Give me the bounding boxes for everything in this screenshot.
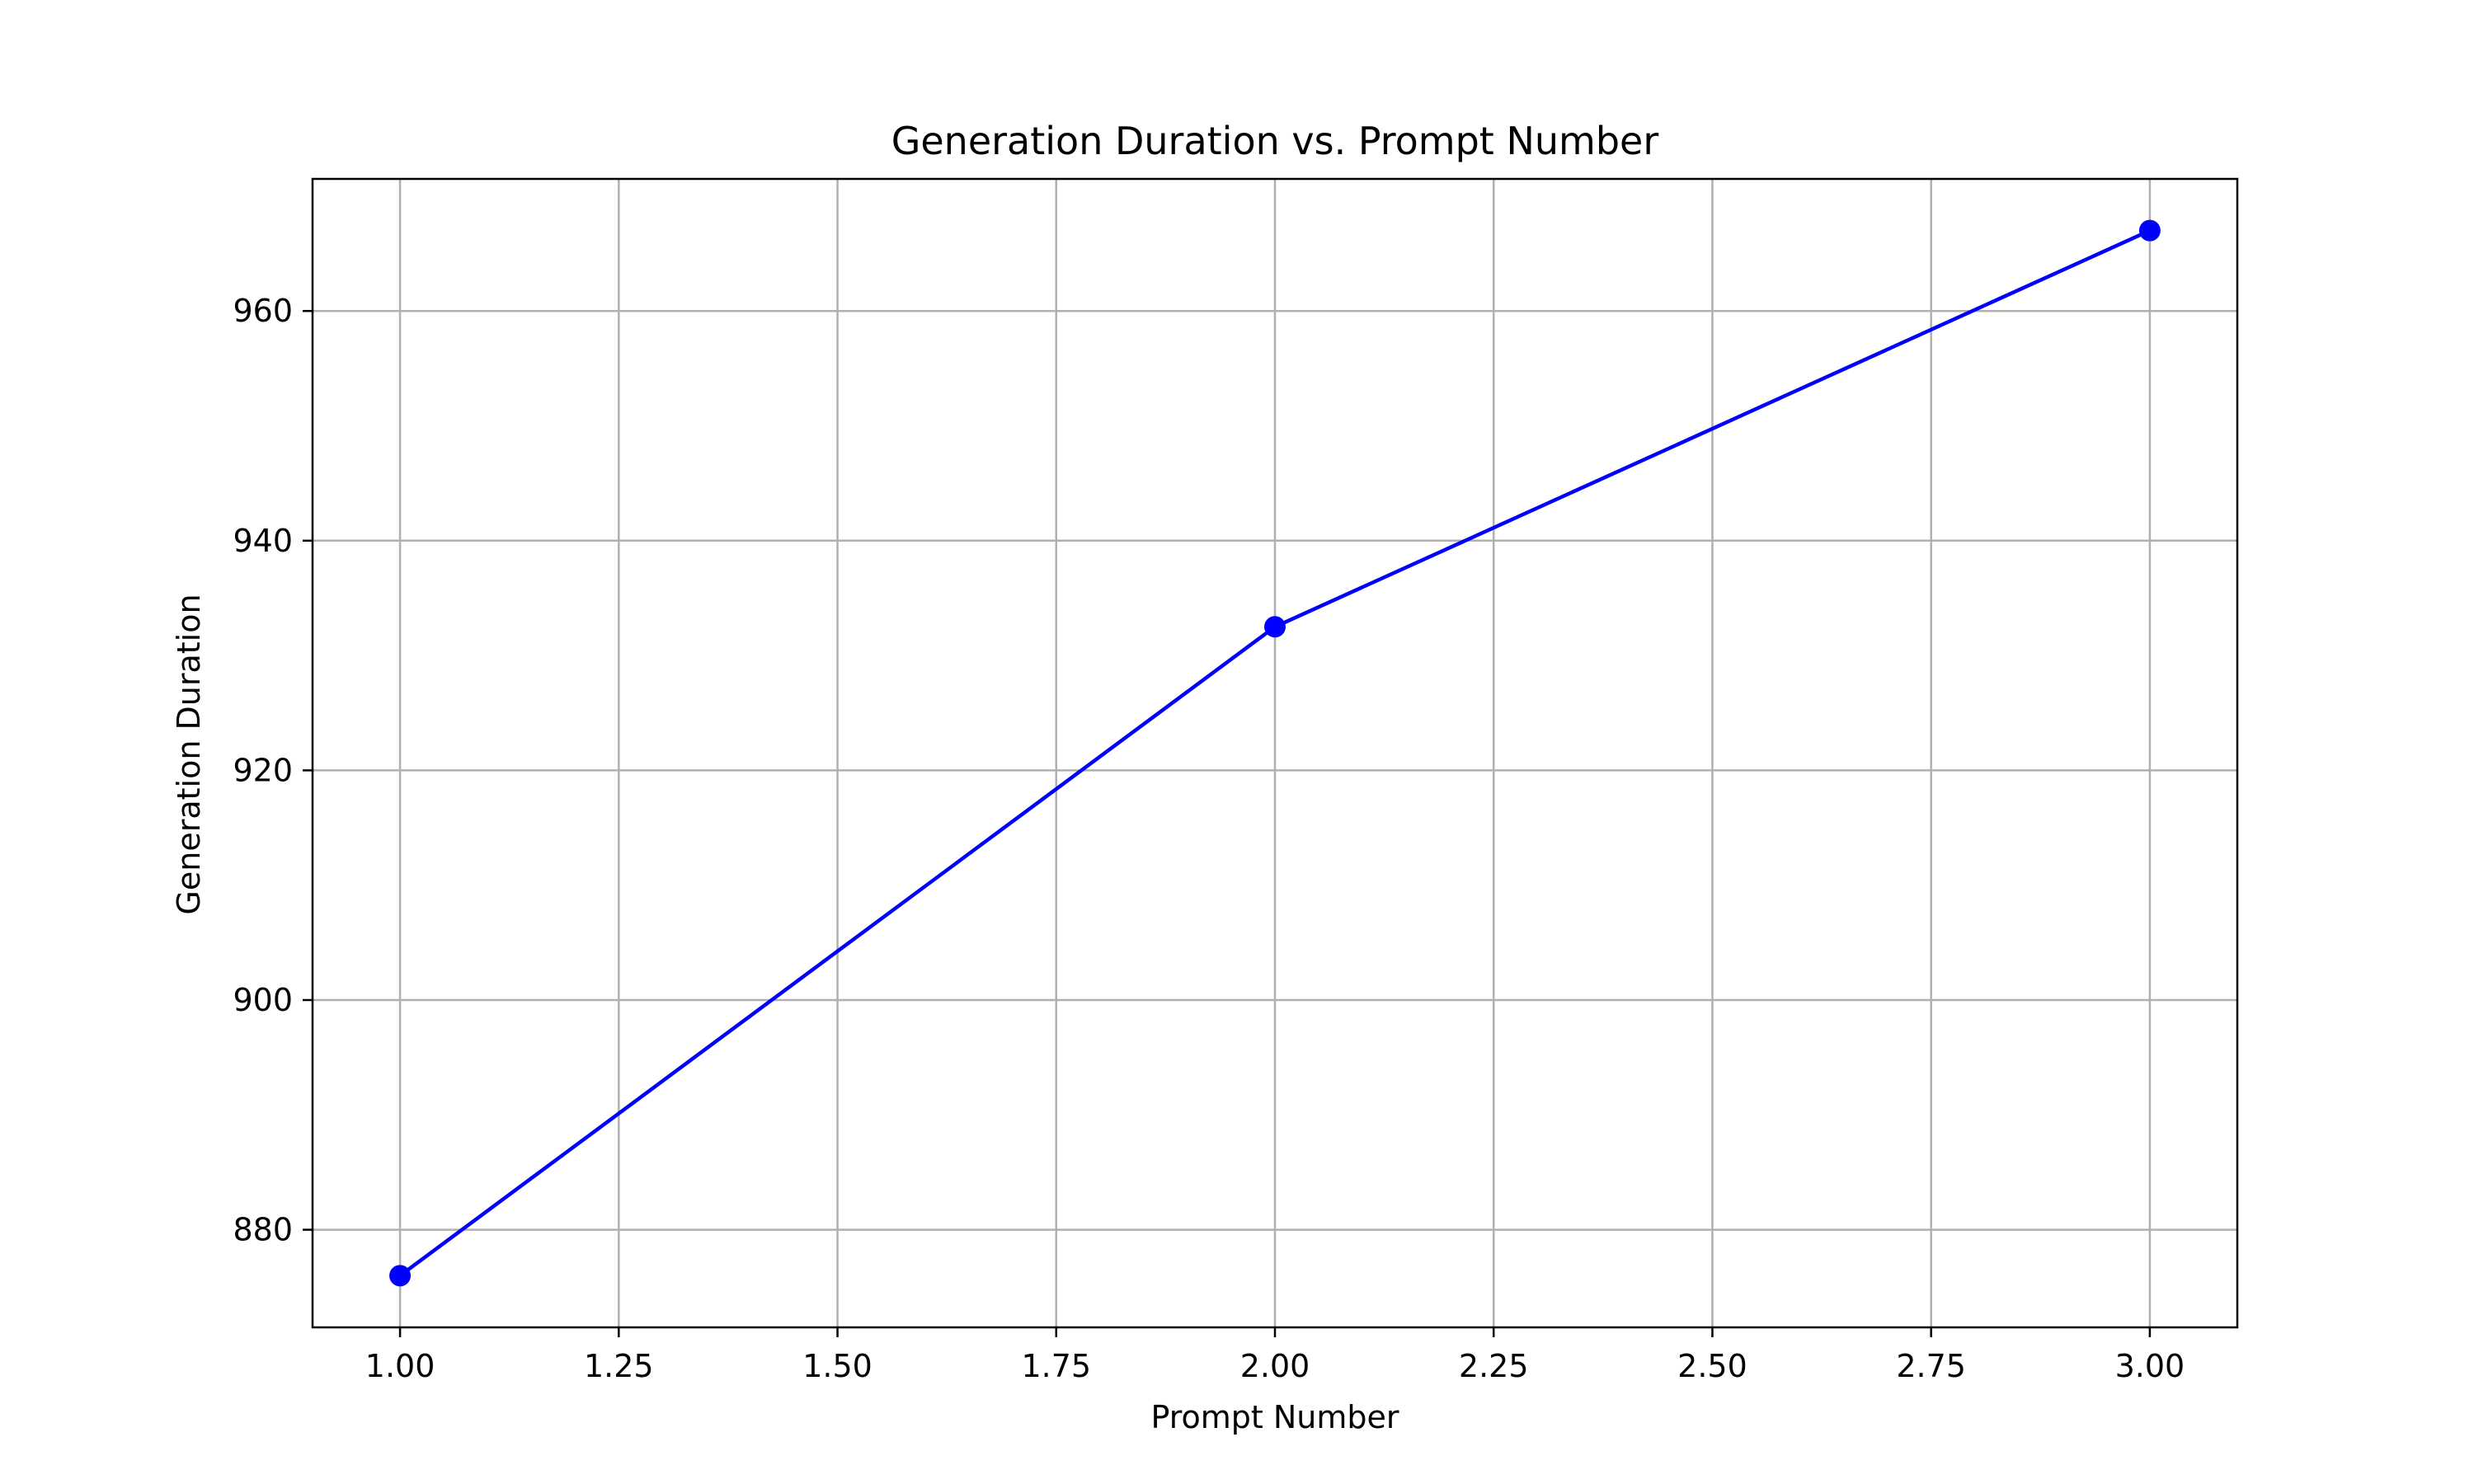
chart-title: Generation Duration vs. Prompt Number xyxy=(891,119,1659,163)
y-tick-label: 880 xyxy=(233,1212,293,1248)
grid-lines xyxy=(313,179,2237,1327)
y-tick-label: 920 xyxy=(233,752,293,788)
x-tick-label: 1.25 xyxy=(584,1348,654,1384)
y-tick-label: 900 xyxy=(233,982,293,1018)
x-tick-label: 1.50 xyxy=(802,1348,872,1384)
x-tick-label: 2.25 xyxy=(1459,1348,1529,1384)
x-tick-label: 2.50 xyxy=(1677,1348,1747,1384)
data-point xyxy=(389,1265,412,1287)
data-point xyxy=(1264,616,1286,638)
data-point xyxy=(2138,219,2161,242)
y-axis-label: Generation Duration xyxy=(171,594,207,914)
x-tick-label: 2.75 xyxy=(1896,1348,1966,1384)
y-axis-ticks: 880 900 920 940 960 xyxy=(233,293,313,1248)
y-tick-label: 940 xyxy=(233,523,293,559)
x-tick-label: 1.00 xyxy=(365,1348,435,1384)
x-tick-label: 2.00 xyxy=(1240,1348,1310,1384)
series-group xyxy=(389,219,2161,1287)
x-tick-label: 1.75 xyxy=(1021,1348,1091,1384)
x-tick-label: 3.00 xyxy=(2115,1348,2185,1384)
x-axis-label: Prompt Number xyxy=(1150,1399,1399,1435)
y-tick-label: 960 xyxy=(233,293,293,329)
x-axis-ticks: 1.00 1.25 1.50 1.75 2.00 2.25 2.50 2.75 3.00 xyxy=(365,1327,2185,1384)
plot-frame xyxy=(311,177,2239,1329)
